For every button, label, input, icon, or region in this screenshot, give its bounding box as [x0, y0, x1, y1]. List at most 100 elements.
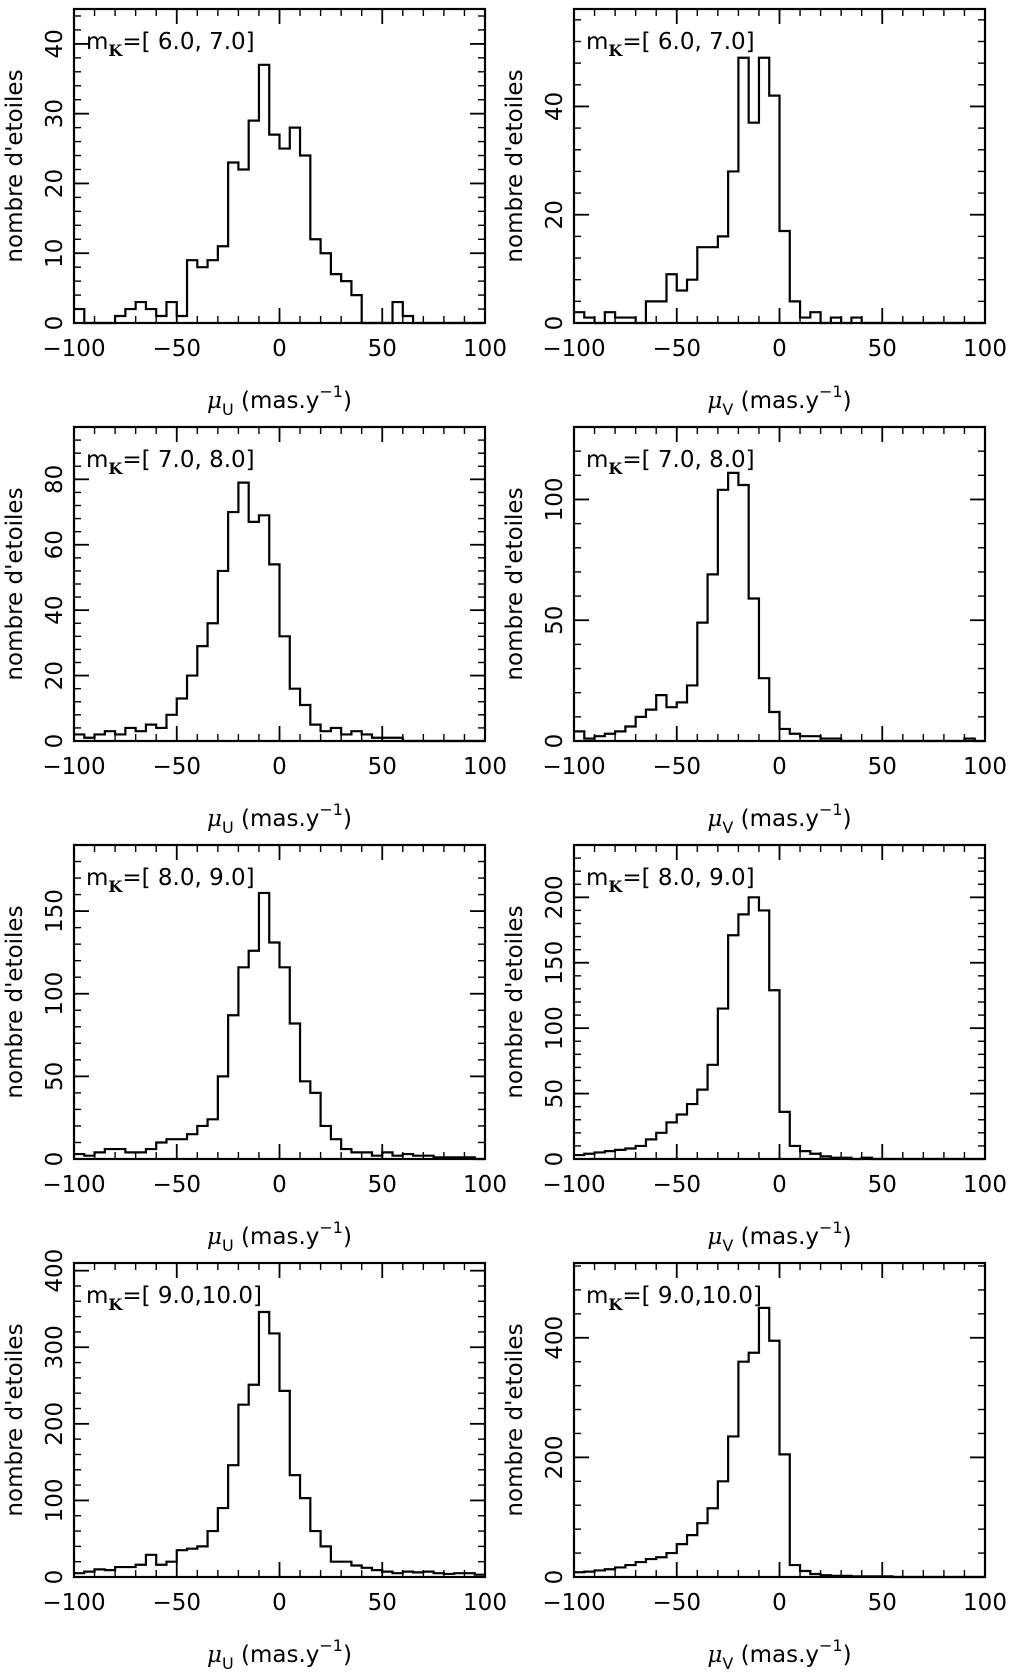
x-label-close: ) [843, 1224, 852, 1250]
histogram-bar [728, 935, 738, 1159]
histogram-bar [249, 951, 259, 1159]
histogram-bar [238, 967, 248, 1159]
y-tick-label: 200 [542, 1435, 568, 1479]
histogram-bar [310, 1531, 320, 1577]
x-label-close: ) [343, 388, 352, 414]
x-tick-label: −50 [652, 336, 701, 362]
y-tick-label: 100 [542, 1006, 568, 1050]
x-label-sub: V [722, 818, 733, 837]
x-tick-label: −50 [152, 336, 201, 362]
histogram-bar [290, 128, 300, 323]
histogram-bar [780, 1112, 790, 1159]
histogram-bar [136, 1565, 146, 1577]
histogram-bar [769, 712, 779, 741]
annotation-m: m [586, 1283, 608, 1309]
histogram-bar [605, 1151, 615, 1159]
histogram-series-line [574, 56, 985, 325]
plot-frame [572, 843, 987, 1161]
x-tick-label: −100 [542, 336, 605, 362]
x-tick-label: 0 [772, 1590, 787, 1616]
histogram-bar [749, 1353, 759, 1577]
x-tick-label: 50 [368, 336, 397, 362]
y-axis-label: nombre d'etoiles [2, 69, 28, 262]
histogram-bar [125, 728, 135, 741]
histogram-bar [228, 1465, 238, 1577]
annotation-range: =[ 6.0, 7.0] [122, 29, 254, 55]
histogram-bar [687, 280, 697, 323]
histogram-bar [136, 302, 146, 323]
histogram-bar [615, 1150, 625, 1159]
magnitude-range-annotation: mK=[ 7.0, 8.0] [586, 447, 755, 478]
histogram-bar [769, 990, 779, 1159]
annotation-m: m [586, 29, 608, 55]
x-label-mu: μ [707, 1642, 722, 1668]
x-tick-label: −50 [652, 1590, 701, 1616]
y-tick-label: 40 [542, 92, 568, 121]
y-tick-label: 150 [42, 889, 68, 933]
histogram-bar [146, 725, 156, 741]
histogram-bar [136, 731, 146, 741]
histogram-bar [218, 571, 228, 741]
histogram-bar [341, 1562, 351, 1577]
y-tick-label: 0 [542, 734, 568, 749]
histogram-bar [615, 1567, 625, 1577]
histogram-bar [636, 1562, 646, 1577]
x-label-unit: (mas.y [733, 1224, 819, 1250]
y-tick-label: 0 [42, 734, 68, 749]
y-tick-label: 400 [42, 1249, 68, 1293]
y-axis-label: nombre d'etoiles [502, 1323, 528, 1516]
histogram-bar [105, 1149, 115, 1159]
histogram-bar [280, 149, 290, 323]
x-tick-label: −100 [542, 1172, 605, 1198]
x-tick-label: −50 [652, 754, 701, 780]
histogram-bar [166, 1139, 176, 1159]
histogram-bar [249, 1385, 259, 1577]
x-label-close: ) [343, 1224, 352, 1250]
x-tick-label: −50 [152, 754, 201, 780]
x-tick-label: 50 [368, 754, 397, 780]
histogram-bar [300, 156, 310, 323]
histogram-bar [790, 1146, 800, 1159]
histogram-bar [218, 1076, 228, 1159]
histogram-bar [259, 893, 269, 1159]
histogram-bar [646, 1139, 656, 1159]
x-label-sub: U [222, 1236, 234, 1255]
histogram-bar [677, 1115, 687, 1159]
plot-frame [572, 425, 987, 743]
x-label-close: ) [343, 806, 352, 832]
x-tick-label: 100 [463, 1590, 507, 1616]
x-label-mu: μ [207, 388, 222, 414]
magnitude-range-annotation: mK=[ 6.0, 7.0] [86, 29, 255, 60]
magnitude-range-annotation: mK=[ 9.0,10.0] [86, 1283, 262, 1314]
histogram-bar [331, 274, 341, 323]
histogram-bar [280, 1391, 290, 1577]
x-label-sup: −1 [319, 1636, 343, 1655]
y-tick-label: 100 [42, 972, 68, 1016]
x-label-unit: (mas.y [234, 1642, 320, 1668]
annotation-sub-k: K [608, 41, 623, 60]
y-tick-label: 40 [42, 596, 68, 625]
magnitude-range-annotation: mK=[ 8.0, 9.0] [586, 865, 755, 896]
histogram-bar [300, 1498, 310, 1577]
histogram-bar [321, 1126, 331, 1159]
histogram-bar [156, 1565, 166, 1577]
x-tick-label: 100 [963, 336, 1007, 362]
histogram-bar [249, 522, 259, 741]
histogram-bar [146, 1555, 156, 1577]
x-label-mu: μ [207, 1642, 222, 1668]
y-tick-label: 50 [542, 1079, 568, 1108]
histogram-bar [780, 729, 790, 741]
x-label-sub: U [222, 818, 234, 837]
x-label-close: ) [843, 1642, 852, 1668]
histogram-bar [656, 1557, 666, 1577]
annotation-range: =[ 8.0, 9.0] [122, 865, 254, 891]
histogram-bar [697, 1090, 707, 1159]
y-tick-label: 20 [42, 661, 68, 690]
histogram-bar [728, 1436, 738, 1577]
annotation-range: =[ 9.0,10.0] [122, 1283, 262, 1309]
histogram-bar [269, 1333, 279, 1577]
x-tick-label: 0 [272, 754, 287, 780]
x-tick-label: 50 [868, 1172, 897, 1198]
x-tick-label: 0 [772, 1172, 787, 1198]
histogram-bar [331, 1139, 341, 1159]
